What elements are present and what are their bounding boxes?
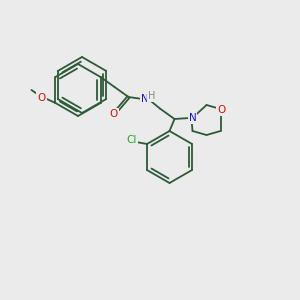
- Text: N: N: [141, 94, 148, 104]
- Text: O: O: [110, 109, 118, 119]
- Text: O: O: [38, 93, 46, 103]
- Text: O: O: [218, 105, 226, 115]
- Text: Cl: Cl: [127, 135, 137, 145]
- Text: N: N: [189, 113, 196, 123]
- Text: H: H: [148, 91, 155, 101]
